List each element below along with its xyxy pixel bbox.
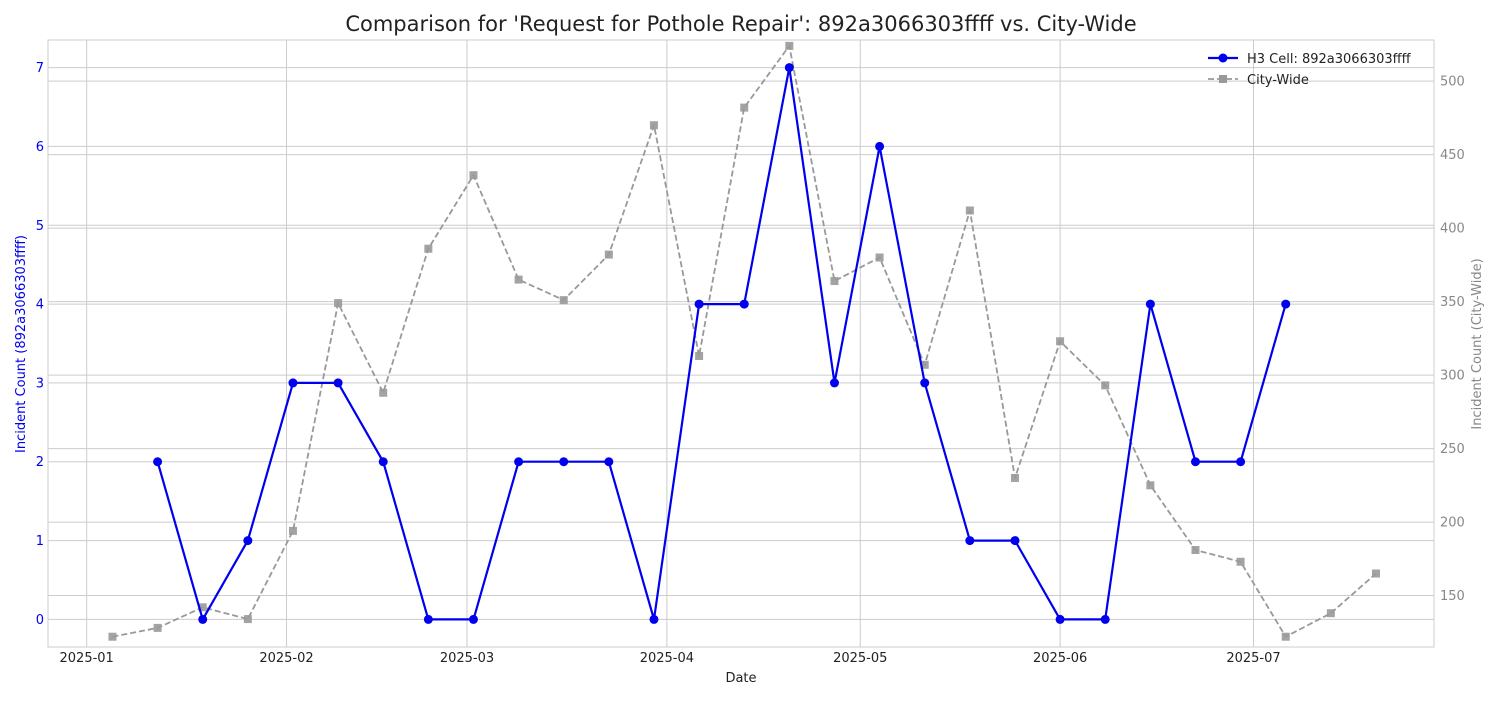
y-left-tick-label: 1 xyxy=(36,534,44,549)
y-left-tick-label: 5 xyxy=(36,219,44,234)
data-point-h3-cell xyxy=(1100,614,1110,624)
data-point-h3-cell xyxy=(288,378,298,388)
series-line-city-wide xyxy=(112,45,1377,638)
data-point-city-wide xyxy=(875,253,884,262)
legend: H3 Cell: 892a3066303ffff City-Wide xyxy=(1208,52,1412,88)
data-point-h3-cell xyxy=(198,614,208,624)
y-right-tick-label: 400 xyxy=(1440,222,1465,237)
x-axis-title: Date xyxy=(725,671,756,686)
data-point-city-wide xyxy=(1281,632,1290,641)
data-point-city-wide xyxy=(830,277,839,286)
y-axis-right-title: Incident Count (City-Wide) xyxy=(1470,258,1485,429)
y-right-tick-label: 500 xyxy=(1440,75,1465,90)
data-point-h3-cell xyxy=(649,614,659,624)
data-point-city-wide xyxy=(1010,473,1019,482)
data-point-h3-cell xyxy=(1190,457,1200,467)
x-tick-label: 2025-07 xyxy=(1226,651,1280,666)
y-right-tick-label: 450 xyxy=(1440,148,1465,163)
x-tick-label: 2025-01 xyxy=(60,651,114,666)
legend-citywide-marker xyxy=(1219,75,1227,83)
series-line-h3-cell xyxy=(156,66,1287,621)
data-point-city-wide xyxy=(424,244,433,253)
y-right-tick-label: 250 xyxy=(1440,442,1465,457)
y-left-tick-label: 7 xyxy=(36,61,44,76)
data-point-h3-cell xyxy=(604,457,614,467)
data-point-city-wide xyxy=(514,275,523,284)
data-point-h3-cell xyxy=(333,378,343,388)
y-right-tick-label: 300 xyxy=(1440,369,1465,384)
data-point-h3-cell xyxy=(153,457,163,467)
data-point-h3-cell xyxy=(920,378,930,388)
grid-lines xyxy=(48,40,1434,647)
plot-frame xyxy=(47,39,1435,648)
data-point-city-wide xyxy=(1326,609,1335,618)
data-point-city-wide xyxy=(198,603,207,612)
data-point-city-wide xyxy=(649,121,658,130)
data-point-city-wide xyxy=(288,526,297,535)
y-right-tick-label: 200 xyxy=(1440,516,1465,531)
data-point-city-wide xyxy=(1056,337,1065,346)
data-point-h3-cell xyxy=(739,299,749,309)
legend-label-city-wide: City-Wide xyxy=(1247,73,1309,88)
data-point-city-wide xyxy=(604,250,613,259)
data-point-h3-cell xyxy=(784,63,794,73)
data-point-city-wide xyxy=(740,103,749,112)
data-point-h3-cell xyxy=(875,141,885,151)
data-point-city-wide xyxy=(379,388,388,397)
y-left-tick-label: 3 xyxy=(36,376,44,391)
data-point-city-wide xyxy=(1146,481,1155,490)
data-point-h3-cell xyxy=(423,614,433,624)
y-axis-left-title: Incident Count (892a3066303ffff) xyxy=(14,235,29,453)
x-tick-label: 2025-03 xyxy=(440,651,494,666)
data-point-city-wide xyxy=(920,360,929,369)
x-tick-label: 2025-05 xyxy=(833,651,887,666)
y-left-tick-label: 4 xyxy=(36,298,44,313)
data-point-city-wide xyxy=(1101,381,1110,390)
data-point-city-wide xyxy=(243,615,252,624)
data-point-h3-cell xyxy=(468,614,478,624)
series-layer xyxy=(108,41,1380,641)
y-right-tick-label: 150 xyxy=(1440,589,1465,604)
data-point-city-wide xyxy=(469,171,478,180)
legend-h3-marker xyxy=(1218,53,1228,63)
data-point-h3-cell xyxy=(829,378,839,388)
data-point-h3-cell xyxy=(1010,536,1020,546)
x-tick-label: 2025-02 xyxy=(259,651,313,666)
y-left-tick-label: 6 xyxy=(36,140,44,155)
axis-labels: 2025-01 2025-02 2025-03 2025-04 2025-05 2025-… xyxy=(36,61,1465,666)
data-point-h3-cell xyxy=(243,536,253,546)
data-point-city-wide xyxy=(785,41,794,50)
data-point-city-wide xyxy=(334,299,343,308)
data-point-city-wide xyxy=(695,351,704,360)
x-tick-label: 2025-04 xyxy=(640,651,694,666)
y-right-tick-label: 350 xyxy=(1440,295,1465,310)
data-point-h3-cell xyxy=(694,299,704,309)
data-point-h3-cell xyxy=(1236,457,1246,467)
legend-label-h3-cell: H3 Cell: 892a3066303ffff xyxy=(1247,52,1412,67)
data-point-city-wide xyxy=(559,296,568,305)
data-point-h3-cell xyxy=(1145,299,1155,309)
data-point-h3-cell xyxy=(559,457,569,467)
data-point-h3-cell xyxy=(1055,614,1065,624)
data-point-h3-cell xyxy=(514,457,524,467)
chart-title: Comparison for 'Request for Pothole Repa… xyxy=(345,12,1136,36)
data-point-h3-cell xyxy=(965,536,975,546)
data-point-h3-cell xyxy=(378,457,388,467)
x-tick-label: 2025-06 xyxy=(1033,651,1087,666)
data-point-city-wide xyxy=(153,623,162,632)
y-left-tick-label: 0 xyxy=(36,613,44,628)
data-point-h3-cell xyxy=(1281,299,1291,309)
data-point-city-wide xyxy=(1236,557,1245,566)
data-point-city-wide xyxy=(965,206,974,215)
data-point-city-wide xyxy=(1191,545,1200,554)
data-point-city-wide xyxy=(108,632,117,641)
data-point-city-wide xyxy=(1371,569,1380,578)
y-left-tick-label: 2 xyxy=(36,455,44,470)
